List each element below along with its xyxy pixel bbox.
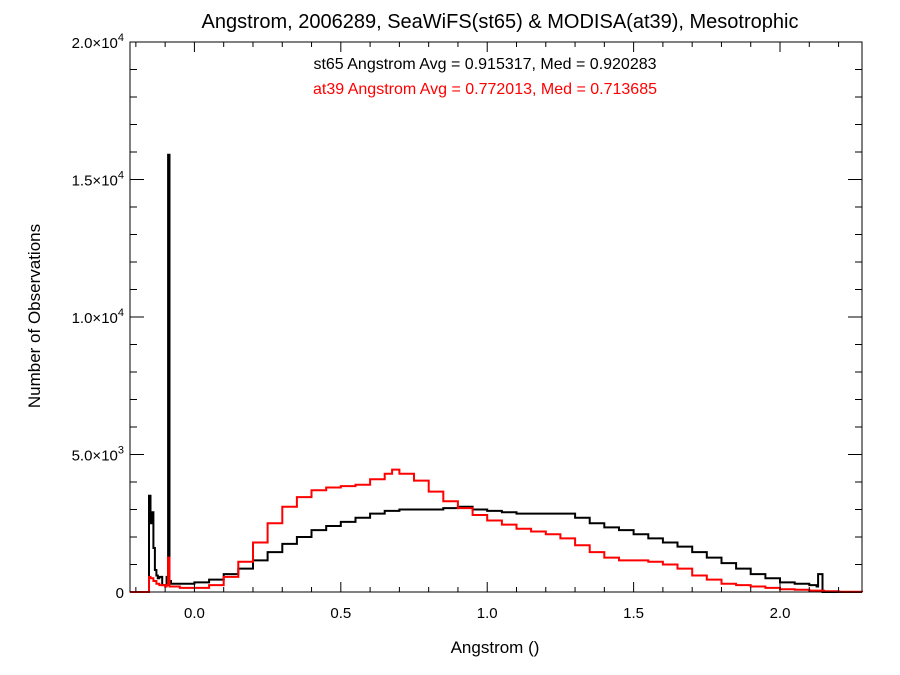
x-tick-label: 0.0 [184,605,205,622]
y-tick-label: 2.0×104 [72,32,124,52]
x-tick-label: 0.5 [330,605,351,622]
x-tick-label: 1.5 [623,605,644,622]
y-tick-label: 1.5×104 [72,170,124,190]
x-axis-label: Angstrom () [451,638,540,657]
y-tick-label: 5.0×103 [72,445,124,465]
st65-histogram-line [130,153,862,593]
x-tick-label: 2.0 [770,605,791,622]
at39-histogram-line [130,468,863,593]
plot-frame [129,41,863,593]
at39-stats-annotation: at39 Angstrom Avg = 0.772013, Med = 0.71… [313,81,657,98]
y-tick-label: 0 [116,585,124,602]
y-axis-label: Number of Observations [25,224,44,408]
y-tick-label: 1.0×104 [72,307,124,327]
series-layer [130,153,863,593]
axis-ticks: 0.0 0.5 1.0 1.5 2.0 0 5.0×103 1.0×104 1.5×104 2.0… [72,32,862,622]
st65-stats-annotation: st65 Angstrom Avg = 0.915317, Med = 0.92… [313,56,656,73]
x-tick-label: 1.0 [477,605,498,622]
chart-title: Angstrom, 2006289, SeaWiFS(st65) & MODIS… [202,11,799,33]
